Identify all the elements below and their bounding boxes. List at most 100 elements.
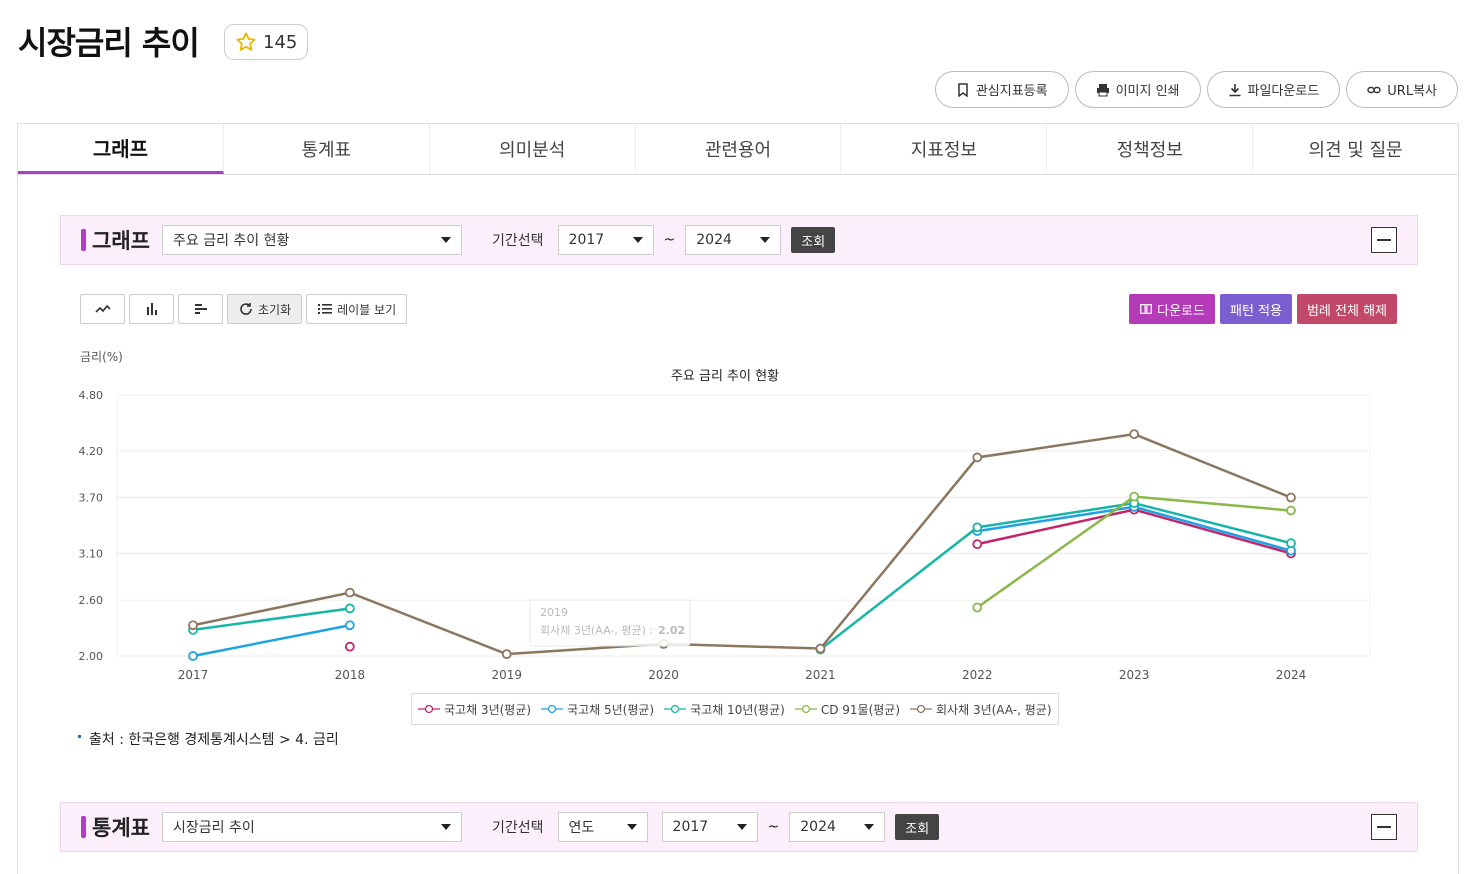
tooltip-year: 2019 [540,606,568,619]
legend-item[interactable]: 국고채 3년(평균) [418,701,531,718]
tooltip-series: 회사채 3년(AA-, 평균) : [540,624,653,637]
collapse-button[interactable] [1371,227,1397,253]
chart-grid: 4.80 4.20 3.70 3.10 2.60 2.00 2017 2018 2019 2020… [79,389,1371,682]
data-point[interactable] [972,452,983,463]
bookmark-icon [958,82,968,97]
bar-chart-button[interactable] [129,294,174,324]
table-from-select[interactable]: 2017 [661,812,758,842]
data-point[interactable] [1129,429,1140,440]
tab-bar: 그래프 통계표 의미분석 관련용어 지표정보 정책정보 의견 및 질문 [17,123,1459,175]
data-point[interactable] [344,603,355,614]
data-point[interactable] [1129,491,1140,502]
book-icon [1140,304,1153,314]
line-chart: 주요 금리 추이 현황 4.80 4.20 3.70 3.10 2.60 2.00 2017… [79,369,1371,682]
graph-section-title: 그래프 [92,229,150,253]
chart-select[interactable]: 주요 금리 추이 현황 [162,225,462,255]
bar-chart-icon [146,303,157,315]
period-from-value: 2017 [568,232,605,248]
data-point[interactable] [344,641,355,652]
content-panel: 그래프 주요 금리 추이 현황 기간선택 2017 ~ 2024 조회 [17,175,1459,874]
legend-label: 국고채 10년(평균) [690,702,785,717]
x-tick-label: 2024 [1276,668,1307,682]
pattern-apply-button[interactable]: 패턴 적용 [1219,294,1292,324]
chart-download-label: 다운로드 [1157,303,1205,319]
tab-meaning-analysis[interactable]: 의미분석 [430,124,636,174]
x-tick-label: 2023 [1119,668,1150,682]
chart-download-button[interactable]: 다운로드 [1129,294,1215,324]
x-tick-label: 2018 [335,668,366,682]
data-point[interactable] [972,539,983,550]
data-point[interactable] [972,602,983,613]
y-tick-label: 2.00 [79,650,104,663]
legend-marker-icon [910,704,933,714]
favorite-count: 145 [263,31,298,53]
series-line [192,624,351,658]
horizontal-bar-icon [194,304,207,314]
reset-button[interactable]: 초기화 [227,294,303,324]
table-select[interactable]: 시장금리 추이 [162,812,462,842]
url-copy-button[interactable]: URL복사 [1346,71,1458,108]
favorite-button[interactable]: 145 [224,24,309,60]
data-point[interactable] [188,651,198,661]
horizontal-bar-button[interactable] [178,294,223,324]
series-line [819,501,1292,651]
legend-label: 국고채 5년(평균) [567,702,655,717]
data-point[interactable] [344,587,355,598]
data-point[interactable] [1286,492,1296,503]
label-view-button[interactable]: 레이블 보기 [306,294,408,324]
x-tick-label: 2022 [962,668,993,682]
period-to-select[interactable]: 2024 [685,225,782,255]
tab-related-terms[interactable]: 관련용어 [636,124,842,174]
legend-item[interactable]: 회사채 3년(AA-, 평균) [910,701,1052,718]
legend-item[interactable]: 국고채 10년(평균) [664,701,785,718]
section-marker [81,229,86,251]
legend-marker-icon [664,704,687,714]
bookmark-button[interactable]: 관심지표등록 [934,71,1069,108]
legend-clear-button[interactable]: 범례 전체 해제 [1296,294,1397,324]
data-point[interactable] [501,649,512,660]
tab-policy-info[interactable]: 정책정보 [1047,124,1254,174]
legend-label: 국고채 3년(평균) [444,702,532,717]
chart-tooltip: 2019 회사채 3년(AA-, 평균) : 2.02 [529,599,691,647]
table-query-button[interactable]: 조회 [895,814,940,840]
data-point[interactable] [1286,538,1296,549]
period-from-select[interactable]: 2017 [557,225,654,255]
legend-item[interactable]: CD 91물(평균) [794,701,900,718]
tilde: ~ [767,819,780,835]
print-label: 이미지 인쇄 [1115,84,1180,99]
star-icon [236,32,256,51]
legend-marker-icon [541,704,564,714]
print-button[interactable]: 이미지 인쇄 [1074,71,1201,108]
bullet-icon [78,734,81,738]
minus-icon [1377,826,1391,828]
file-download-button[interactable]: 파일다운로드 [1206,71,1341,108]
tab-indicator-info[interactable]: 지표정보 [841,124,1048,174]
legend-item[interactable]: 국고채 5년(평균) [541,701,654,718]
table-to-select[interactable]: 2024 [789,812,886,842]
chart-legend: 국고채 3년(평균) 국고채 5년(평균) 국고채 10년(평균) CD 91물(평균… [411,693,1059,725]
data-point[interactable] [188,620,198,631]
y-axis-label: 금리(%) [80,350,123,364]
query-button[interactable]: 조회 [791,227,836,253]
chevron-down-icon [736,824,747,830]
tab-statistics[interactable]: 통계표 [224,124,430,174]
series-line [192,607,351,632]
period-to-value: 2024 [696,232,732,248]
data-point[interactable] [1286,505,1296,516]
action-bar: 관심지표등록 이미지 인쇄 파일다운로드 URL복사 [934,71,1458,108]
x-tick-label: 2017 [178,668,209,682]
tab-opinions[interactable]: 의견 및 질문 [1308,140,1403,161]
y-tick-label: 3.70 [79,492,104,505]
url-copy-label: URL복사 [1387,84,1437,99]
tab-graph[interactable]: 그래프 [18,124,224,174]
line-chart-button[interactable] [80,294,125,324]
data-point[interactable] [344,620,355,631]
data-point[interactable] [815,643,826,654]
chart-series [188,429,1296,661]
legend-marker-icon [418,704,440,714]
bookmark-label: 관심지표등록 [975,84,1048,99]
unit-select[interactable]: 연도 [557,812,648,842]
data-point[interactable] [972,522,983,533]
table-collapse-button[interactable] [1371,814,1397,840]
series-line [192,432,1292,656]
